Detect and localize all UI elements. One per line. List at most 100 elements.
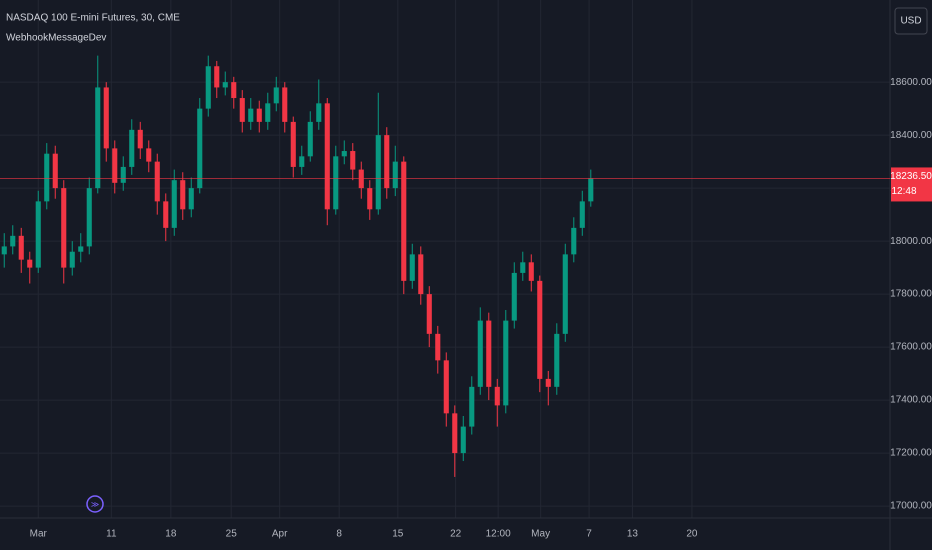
candle-body — [367, 188, 373, 210]
x-tick-label: May — [531, 529, 550, 540]
x-tick-label: 11 — [106, 529, 117, 540]
candle-body — [239, 98, 245, 122]
candle-body — [426, 294, 432, 334]
x-tick-label: 20 — [686, 529, 698, 540]
candle-body — [103, 87, 109, 149]
x-tick-label: 25 — [226, 529, 238, 540]
candle-body — [205, 66, 211, 109]
candle-body — [10, 235, 16, 247]
x-tick-label: 22 — [450, 529, 462, 540]
candle-body — [503, 320, 509, 406]
candle-body — [171, 180, 177, 228]
candle-body — [214, 66, 220, 88]
currency-label: USD — [900, 16, 921, 27]
candle-body — [333, 156, 339, 210]
candle-body — [61, 188, 67, 268]
last-price-box — [891, 167, 932, 202]
candle-body — [401, 161, 407, 281]
last-price-label: 18236.50 — [890, 171, 932, 182]
candle-body — [78, 246, 84, 252]
y-tick-label: 17000.00 — [890, 501, 932, 512]
candle-body — [520, 262, 526, 273]
candle-body — [579, 201, 585, 228]
candle-body — [469, 386, 475, 427]
candle-body — [384, 135, 390, 189]
candle-body — [112, 148, 118, 183]
y-tick-label: 18600.00 — [890, 77, 932, 88]
x-tick-label: Apr — [272, 529, 288, 540]
candle-body — [69, 251, 75, 268]
x-tick-label: 15 — [392, 529, 404, 540]
candle-body — [494, 386, 500, 406]
candle-body — [282, 87, 288, 122]
y-tick-label: 18400.00 — [890, 130, 932, 141]
candle-body — [222, 82, 228, 88]
candle-body — [341, 151, 347, 157]
candle-body — [95, 87, 101, 189]
x-tick-label: 7 — [586, 529, 592, 540]
candle-body — [27, 259, 33, 268]
candle-body — [316, 103, 322, 122]
x-tick-label: Mar — [30, 529, 48, 540]
candle-body — [562, 254, 568, 334]
candle-body — [137, 129, 143, 149]
x-tick-label: 8 — [336, 529, 342, 540]
overlay: 17000.00 17200.00 17400.00 17600.00 17800.00… — [0, 77, 932, 540]
candle-body — [528, 262, 534, 281]
candle-body — [460, 426, 466, 454]
candle-body — [477, 320, 483, 387]
candle-body — [188, 188, 194, 210]
x-tick-label: 13 — [627, 529, 639, 540]
candle-body — [588, 178, 594, 202]
countdown-label: 12:48 — [891, 186, 916, 197]
candle-body — [35, 201, 41, 268]
candle-body — [443, 360, 449, 414]
candle-body — [358, 169, 364, 189]
candle-body — [324, 103, 330, 210]
candle-body — [418, 254, 424, 295]
candle-body — [86, 188, 92, 247]
candle-body — [375, 135, 381, 210]
x-tick-label: 18 — [165, 529, 177, 540]
candle-body — [554, 333, 560, 387]
x-tick-label: 12:00 — [486, 529, 511, 540]
candle-body — [545, 378, 551, 387]
candle-body — [265, 103, 271, 122]
candle-body — [256, 108, 262, 122]
candle-body — [120, 166, 126, 183]
y-tick-label: 17400.00 — [890, 395, 932, 406]
candle-body — [231, 82, 237, 99]
y-tick-label: 18000.00 — [890, 236, 932, 247]
candle-body — [392, 161, 398, 189]
candle-body — [307, 121, 313, 157]
symbol-title: NASDAQ 100 E-mini Futures, 30, CME — [6, 13, 180, 24]
candle-body — [537, 280, 543, 379]
candle-body — [18, 235, 24, 260]
event-icon[interactable] — [86, 495, 104, 513]
y-tick-label: 17600.00 — [890, 342, 932, 353]
candle-body — [511, 272, 517, 321]
candle-body — [435, 333, 441, 361]
candle-body — [197, 108, 203, 189]
candle-body — [1, 246, 7, 255]
candle-body — [350, 151, 356, 170]
candle-body — [299, 156, 305, 167]
indicator-name[interactable]: WebhookMessageDev — [6, 33, 106, 44]
candles — [1, 55, 594, 477]
candle-body — [290, 121, 296, 167]
candle-body — [409, 254, 415, 281]
y-tick-label: 17200.00 — [890, 448, 932, 459]
candle-body — [146, 148, 152, 162]
candle-body — [248, 108, 254, 122]
candle-body — [571, 227, 577, 255]
y-tick-label: 17800.00 — [890, 289, 932, 300]
candle-body — [163, 201, 169, 228]
candle-body — [486, 320, 492, 387]
currency-button[interactable] — [894, 7, 928, 35]
candle-body — [452, 413, 458, 454]
candle-body — [52, 153, 58, 189]
event-icon-glyph: ≫ — [91, 500, 99, 509]
